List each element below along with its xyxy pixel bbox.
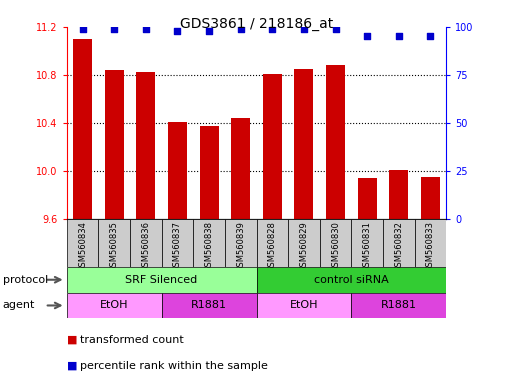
FancyBboxPatch shape	[67, 293, 162, 318]
Text: GSM560834: GSM560834	[78, 221, 87, 272]
Point	[300, 26, 308, 32]
FancyBboxPatch shape	[351, 293, 446, 318]
Bar	[358, 178, 377, 219]
Point	[236, 26, 245, 32]
Text: GSM560830: GSM560830	[331, 221, 340, 272]
FancyBboxPatch shape	[225, 219, 256, 267]
Point	[426, 33, 435, 40]
Bar	[231, 118, 250, 219]
Point	[331, 26, 340, 32]
Text: transformed count: transformed count	[80, 335, 183, 345]
Text: EtOH: EtOH	[100, 300, 128, 311]
Text: R1881: R1881	[191, 300, 227, 311]
Text: GSM560837: GSM560837	[173, 221, 182, 272]
Bar	[200, 126, 219, 219]
Text: GSM560828: GSM560828	[268, 221, 277, 272]
Bar	[105, 70, 124, 219]
Text: protocol: protocol	[3, 275, 48, 285]
Bar	[421, 177, 440, 219]
Text: GSM560833: GSM560833	[426, 221, 435, 272]
FancyBboxPatch shape	[256, 293, 351, 318]
FancyBboxPatch shape	[351, 219, 383, 267]
Text: percentile rank within the sample: percentile rank within the sample	[80, 361, 267, 371]
Text: GSM560838: GSM560838	[205, 221, 213, 272]
FancyBboxPatch shape	[256, 267, 446, 293]
Text: EtOH: EtOH	[290, 300, 318, 311]
Bar	[73, 39, 92, 219]
Text: SRF Silenced: SRF Silenced	[126, 275, 198, 285]
FancyBboxPatch shape	[162, 293, 256, 318]
FancyBboxPatch shape	[162, 219, 193, 267]
Point	[394, 33, 403, 40]
Bar	[168, 122, 187, 219]
Text: R1881: R1881	[381, 300, 417, 311]
Text: GSM560839: GSM560839	[236, 221, 245, 272]
Point	[268, 26, 277, 32]
Point	[110, 26, 118, 32]
FancyBboxPatch shape	[130, 219, 162, 267]
FancyBboxPatch shape	[288, 219, 320, 267]
Point	[173, 28, 182, 34]
Text: GSM560836: GSM560836	[141, 221, 150, 272]
FancyBboxPatch shape	[98, 219, 130, 267]
Point	[142, 26, 150, 32]
Bar	[136, 73, 155, 219]
Text: agent: agent	[3, 300, 35, 310]
Text: ■: ■	[67, 361, 77, 371]
Bar	[263, 74, 282, 219]
Text: GSM560832: GSM560832	[394, 221, 403, 272]
Bar	[294, 69, 313, 219]
Point	[78, 26, 87, 32]
Text: ■: ■	[67, 335, 77, 345]
Text: GSM560829: GSM560829	[300, 221, 308, 272]
FancyBboxPatch shape	[383, 219, 415, 267]
Bar	[326, 65, 345, 219]
FancyBboxPatch shape	[67, 267, 256, 293]
Text: control siRNA: control siRNA	[314, 275, 389, 285]
FancyBboxPatch shape	[320, 219, 351, 267]
Bar	[389, 170, 408, 219]
FancyBboxPatch shape	[415, 219, 446, 267]
Text: GDS3861 / 218186_at: GDS3861 / 218186_at	[180, 17, 333, 31]
Point	[205, 28, 213, 34]
FancyBboxPatch shape	[67, 219, 98, 267]
FancyBboxPatch shape	[256, 219, 288, 267]
Text: GSM560835: GSM560835	[110, 221, 119, 272]
FancyBboxPatch shape	[193, 219, 225, 267]
Point	[363, 33, 371, 40]
Text: GSM560831: GSM560831	[363, 221, 372, 272]
